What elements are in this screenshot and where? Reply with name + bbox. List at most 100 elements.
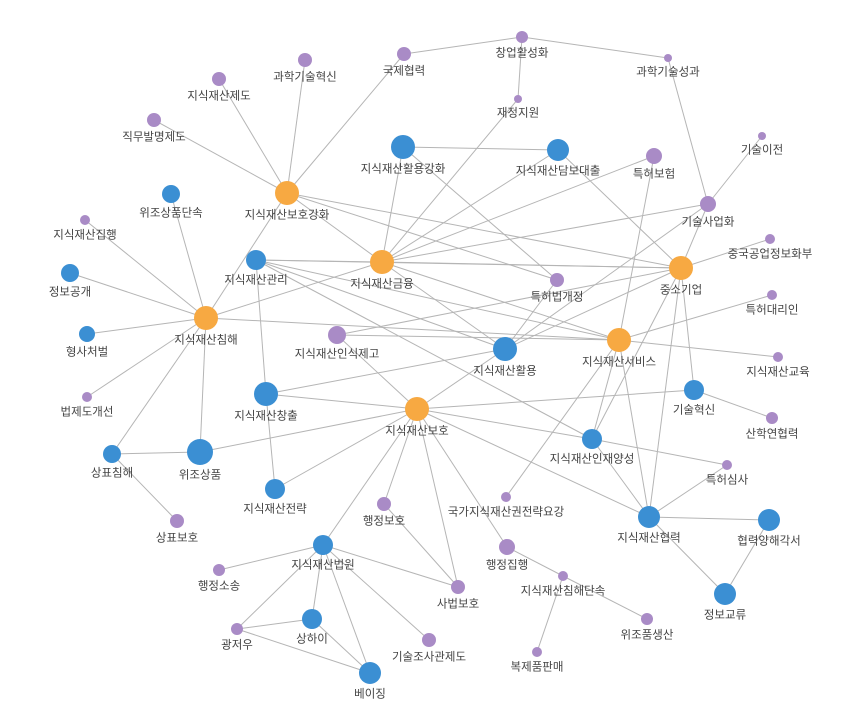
node-label: 복제품판매 bbox=[511, 660, 564, 674]
edge bbox=[86, 317, 207, 398]
node bbox=[103, 445, 121, 463]
node bbox=[377, 497, 391, 511]
edge bbox=[111, 317, 207, 455]
edge bbox=[255, 259, 620, 341]
edge bbox=[562, 575, 648, 620]
node bbox=[391, 135, 415, 159]
node-label: 지식재산전략 bbox=[243, 502, 307, 516]
node bbox=[499, 539, 515, 555]
node-label: 기술조사관제도 bbox=[392, 650, 466, 664]
edge bbox=[218, 544, 324, 571]
node-label: 특허보험 bbox=[633, 167, 675, 181]
edge bbox=[205, 317, 620, 341]
edge bbox=[265, 348, 506, 395]
node bbox=[493, 337, 517, 361]
node-label: 지식재산인재양성 bbox=[550, 452, 635, 466]
edge bbox=[648, 267, 682, 518]
edge bbox=[667, 57, 709, 205]
edge bbox=[416, 389, 695, 410]
edge bbox=[618, 339, 650, 518]
node bbox=[246, 250, 266, 270]
node bbox=[773, 352, 783, 362]
node bbox=[79, 326, 95, 342]
node bbox=[714, 583, 736, 605]
edge bbox=[402, 146, 558, 281]
node bbox=[547, 139, 569, 161]
edge bbox=[521, 36, 669, 59]
edge bbox=[381, 149, 559, 263]
node-label: 재정지원 bbox=[497, 106, 539, 120]
edge bbox=[536, 575, 564, 653]
edge bbox=[255, 259, 593, 440]
edge bbox=[517, 36, 523, 100]
node bbox=[451, 580, 465, 594]
node bbox=[532, 647, 542, 657]
edge bbox=[205, 261, 383, 319]
node-label: 산학연협력 bbox=[746, 427, 799, 441]
node bbox=[582, 429, 602, 449]
edge bbox=[402, 146, 559, 151]
edge bbox=[381, 98, 519, 263]
node bbox=[213, 564, 225, 576]
node-label: 기술혁신 bbox=[673, 403, 715, 417]
node bbox=[147, 113, 161, 127]
edge bbox=[336, 334, 418, 410]
node-label: 위조상품단속 bbox=[139, 206, 202, 220]
node-label: 지식재산보호강화 bbox=[245, 208, 330, 222]
edge bbox=[311, 544, 324, 620]
node bbox=[80, 215, 90, 225]
node bbox=[82, 392, 92, 402]
edge bbox=[286, 53, 405, 194]
node-label: 기술이전 bbox=[741, 143, 783, 157]
edge bbox=[236, 544, 324, 630]
edge bbox=[416, 348, 506, 410]
edge bbox=[505, 339, 620, 498]
edge bbox=[286, 59, 306, 194]
edge bbox=[205, 192, 288, 319]
edge bbox=[416, 408, 650, 518]
node bbox=[758, 509, 780, 531]
node bbox=[765, 234, 775, 244]
node-label: 특허대리인 bbox=[746, 303, 799, 317]
node-label: 중소기업 bbox=[660, 283, 702, 297]
node bbox=[313, 535, 333, 555]
node-label: 지식재산집행 bbox=[53, 228, 116, 242]
edge bbox=[403, 36, 523, 55]
node-label: 위조상품 bbox=[179, 468, 221, 482]
edge bbox=[591, 438, 728, 466]
node bbox=[669, 256, 693, 280]
node-label: 행정집행 bbox=[486, 558, 528, 572]
node-label: 과학기술혁신 bbox=[273, 70, 336, 84]
edge bbox=[86, 317, 207, 335]
node bbox=[187, 439, 213, 465]
node-label: 지식재산교육 bbox=[746, 365, 809, 379]
edge bbox=[506, 546, 564, 577]
node-label: 정보공개 bbox=[49, 285, 91, 299]
edge bbox=[381, 203, 709, 263]
node bbox=[641, 613, 653, 625]
node bbox=[231, 623, 243, 635]
edge bbox=[416, 408, 593, 440]
edge bbox=[218, 78, 288, 194]
edge bbox=[111, 451, 201, 455]
node bbox=[328, 326, 346, 344]
edge bbox=[618, 294, 773, 341]
node-label: 정보교류 bbox=[704, 608, 746, 622]
edge bbox=[311, 618, 371, 674]
node bbox=[767, 290, 777, 300]
node-label: 직무발명제도 bbox=[122, 130, 185, 144]
edge bbox=[381, 155, 655, 263]
edge bbox=[236, 618, 313, 630]
edge bbox=[724, 519, 770, 595]
node bbox=[212, 72, 226, 86]
node bbox=[638, 506, 660, 528]
node-label: 창업활성화 bbox=[496, 46, 549, 60]
edge bbox=[648, 464, 728, 518]
node-label: 지식재산침해 bbox=[174, 333, 237, 347]
edge bbox=[69, 272, 207, 319]
edge bbox=[199, 408, 418, 453]
edge bbox=[648, 516, 726, 595]
node-label: 행정보호 bbox=[363, 514, 405, 528]
node bbox=[265, 479, 285, 499]
